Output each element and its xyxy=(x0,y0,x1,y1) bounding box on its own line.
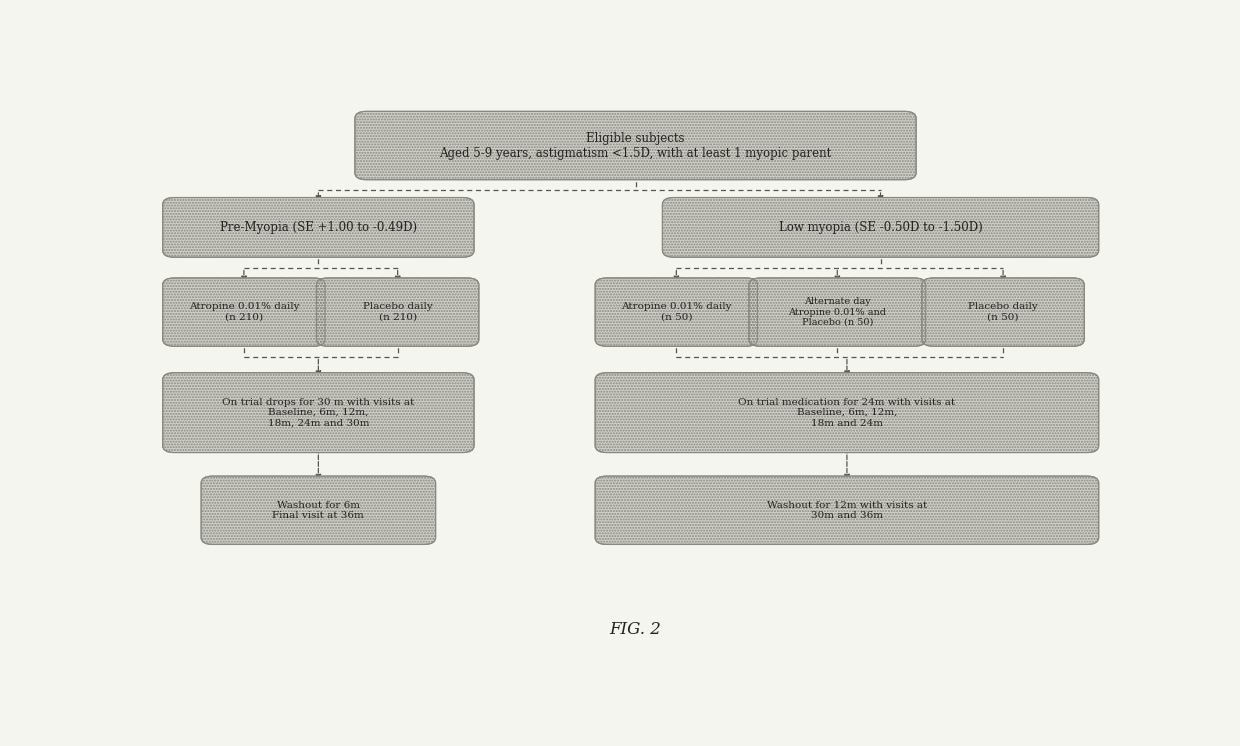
FancyBboxPatch shape xyxy=(595,476,1099,545)
Text: Atropine 0.01% daily
(n 50): Atropine 0.01% daily (n 50) xyxy=(621,302,732,322)
FancyBboxPatch shape xyxy=(162,373,474,453)
Text: Atropine 0.01% daily
(n 210): Atropine 0.01% daily (n 210) xyxy=(188,302,299,322)
FancyBboxPatch shape xyxy=(316,278,479,346)
Text: On trial medication for 24m with visits at
Baseline, 6m, 12m,
18m and 24m: On trial medication for 24m with visits … xyxy=(738,398,956,427)
FancyBboxPatch shape xyxy=(595,373,1099,453)
FancyBboxPatch shape xyxy=(162,278,325,346)
FancyBboxPatch shape xyxy=(595,278,758,346)
FancyBboxPatch shape xyxy=(749,278,926,346)
Text: FIG. 2: FIG. 2 xyxy=(610,621,661,638)
Text: Low myopia (SE -0.50D to -1.50D): Low myopia (SE -0.50D to -1.50D) xyxy=(779,221,982,234)
Text: Washout for 12m with visits at
30m and 36m: Washout for 12m with visits at 30m and 3… xyxy=(766,501,928,520)
FancyBboxPatch shape xyxy=(162,198,474,257)
Text: Placebo daily
(n 210): Placebo daily (n 210) xyxy=(363,302,433,322)
FancyBboxPatch shape xyxy=(355,111,916,180)
Text: Alternate day
Atropine 0.01% and
Placebo (n 50): Alternate day Atropine 0.01% and Placebo… xyxy=(789,297,887,327)
Text: Eligible subjects
Aged 5-9 years, astigmatism <1.5D, with at least 1 myopic pare: Eligible subjects Aged 5-9 years, astigm… xyxy=(439,131,832,160)
FancyBboxPatch shape xyxy=(921,278,1084,346)
Text: Pre-Myopia (SE +1.00 to -0.49D): Pre-Myopia (SE +1.00 to -0.49D) xyxy=(219,221,417,234)
Text: On trial drops for 30 m with visits at
Baseline, 6m, 12m,
18m, 24m and 30m: On trial drops for 30 m with visits at B… xyxy=(222,398,414,427)
FancyBboxPatch shape xyxy=(662,198,1099,257)
Text: Placebo daily
(n 50): Placebo daily (n 50) xyxy=(968,302,1038,322)
FancyBboxPatch shape xyxy=(201,476,435,545)
Text: Washout for 6m
Final visit at 36m: Washout for 6m Final visit at 36m xyxy=(273,501,365,520)
